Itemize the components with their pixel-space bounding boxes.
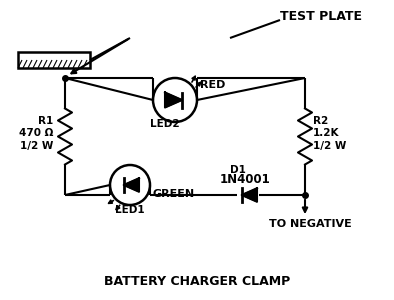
Text: TO NEGATIVE: TO NEGATIVE <box>269 219 351 229</box>
Text: R2: R2 <box>313 116 328 127</box>
Polygon shape <box>165 92 182 107</box>
Text: 470 Ω: 470 Ω <box>19 128 53 139</box>
Bar <box>18 52 90 68</box>
Text: 1N4001: 1N4001 <box>220 173 271 186</box>
Text: R1: R1 <box>38 116 53 127</box>
Text: 1/2 W: 1/2 W <box>20 140 53 151</box>
Text: 1/2 W: 1/2 W <box>313 140 346 151</box>
Polygon shape <box>124 178 139 192</box>
Text: GREEN: GREEN <box>153 189 195 199</box>
Polygon shape <box>242 188 257 202</box>
Text: LED2: LED2 <box>150 119 180 129</box>
Text: RED: RED <box>200 80 225 90</box>
Text: BATTERY CHARGER CLAMP: BATTERY CHARGER CLAMP <box>104 275 290 288</box>
Text: D1: D1 <box>230 165 246 175</box>
Text: TEST PLATE: TEST PLATE <box>280 10 362 23</box>
Text: LED1: LED1 <box>115 205 145 215</box>
Text: 1.2K: 1.2K <box>313 128 340 139</box>
